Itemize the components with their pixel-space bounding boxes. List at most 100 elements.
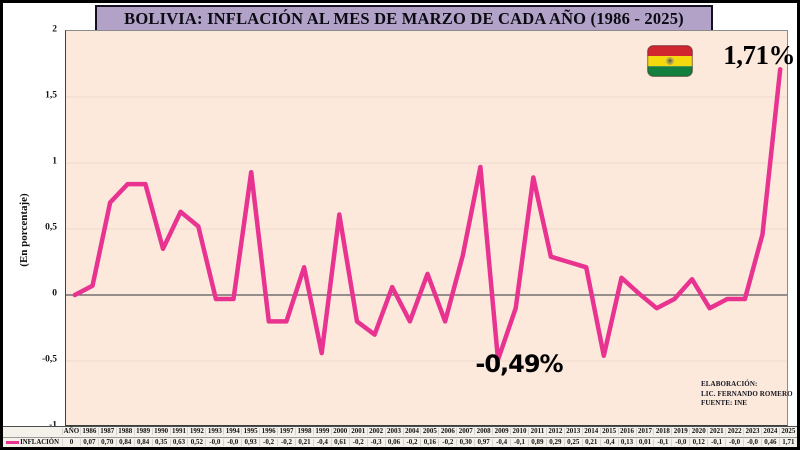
- y-axis-label: (En porcentaje): [18, 193, 30, 267]
- inflation-cell: 0,70: [97, 438, 116, 446]
- year-cell: 1996: [259, 428, 277, 436]
- inflation-cell: 0,30: [456, 438, 474, 446]
- inflation-cell: -0,2: [348, 438, 367, 446]
- inflation-cell: 0,07: [79, 438, 98, 446]
- year-cell: 1986: [79, 428, 98, 436]
- year-cell: 2000: [330, 428, 349, 436]
- inflation-cell: 0,21: [294, 438, 313, 446]
- inflation-cell: 0,29: [545, 438, 564, 446]
- data-table: AÑO 1986 1987 1988 1989 1990 1991 1992 1993 1994 1…: [3, 426, 797, 447]
- year-cell: 2021: [707, 428, 725, 436]
- inflation-cell: 0,21: [581, 438, 600, 446]
- y-tick-label: 1: [52, 156, 57, 167]
- year-cell: 1991: [169, 428, 188, 436]
- inflation-cell: 0,16: [420, 438, 438, 446]
- y-axis-ticks: 2 1,5 1 0,5 0 -0,5 -1: [31, 3, 61, 447]
- inflation-row: INFLACIÓN 0 0,07 0,70 0,84 0,84 0,35 0,63 0,52-…: [3, 436, 797, 448]
- year-cell: 2020: [689, 428, 707, 436]
- inflation-cell: -0,0: [223, 438, 241, 446]
- legend-series-label: INFLACIÓN: [20, 438, 59, 446]
- year-cell: 2005: [420, 428, 438, 436]
- inflation-series-line: [72, 67, 783, 362]
- year-cell: 2009: [492, 428, 510, 436]
- inflation-cell: 0,61: [330, 438, 349, 446]
- year-cell: 1987: [97, 428, 116, 436]
- year-cell: 1993: [205, 428, 223, 436]
- year-cell: 2017: [635, 428, 654, 436]
- year-cell: 2022: [725, 428, 743, 436]
- inflation-cell: -0,0: [743, 438, 761, 446]
- year-cell: 2019: [671, 428, 689, 436]
- year-row: AÑO 1986 1987 1988 1989 1990 1991 1992 1993 1994 1…: [3, 427, 797, 437]
- year-cell: 1989: [133, 428, 152, 436]
- year-cell: 1992: [187, 428, 205, 436]
- inflation-cell: -0,3: [366, 438, 385, 446]
- y-tick-label: 1,5: [45, 90, 57, 101]
- y-tick-label: -1: [31, 421, 61, 431]
- year-cell: 2013: [563, 428, 582, 436]
- inflation-cell: -0,0: [725, 438, 743, 446]
- inflation-cell: -0,1: [653, 438, 671, 446]
- inflation-cell: 0,35: [151, 438, 170, 446]
- chart-title: BOLIVIA: INFLACIÓN AL MES DE MARZO DE CA…: [95, 5, 713, 32]
- inflation-cell: 0: [62, 438, 80, 446]
- year-cell: 2012: [545, 428, 564, 436]
- year-cell: 1988: [115, 428, 134, 436]
- year-cell: 2007: [456, 428, 474, 436]
- max-value-annotation: 1,71%: [723, 40, 795, 70]
- inflation-cell: -0,2: [438, 438, 456, 446]
- y-tick-label: 0: [52, 288, 57, 299]
- credit-author: LIC. FERNANDO ROMERO: [701, 389, 793, 398]
- year-cell: 2002: [366, 428, 385, 436]
- y-tick-label: 2: [52, 24, 57, 35]
- inflation-cell: 0,97: [474, 438, 492, 446]
- inflation-cell: 0,46: [760, 438, 779, 446]
- year-cell: 2018: [653, 428, 671, 436]
- inflation-cell: -0,2: [402, 438, 421, 446]
- credits-block: ELABORACIÓN: LIC. FERNANDO ROMERO FUENTE…: [701, 380, 796, 409]
- legend-line-icon: [6, 441, 20, 444]
- inflation-cell: -0,4: [492, 438, 510, 446]
- inflation-cell: 0,01: [635, 438, 654, 446]
- inflation-cell: 0,93: [241, 438, 259, 446]
- year-cell: 2010: [510, 428, 528, 436]
- inflation-cell: 0,52: [187, 438, 205, 446]
- credit-elaboracion: ELABORACIÓN:: [701, 380, 758, 388]
- year-cell: 2025: [778, 428, 797, 436]
- inflation-cell: 0,06: [384, 438, 403, 446]
- year-cell: 2023: [743, 428, 761, 436]
- inflation-cell: -0,0: [205, 438, 223, 446]
- year-cell: 1990: [151, 428, 170, 436]
- inflation-cell: -0,1: [707, 438, 725, 446]
- inflation-cell: 0,25: [563, 438, 582, 446]
- inflation-cell: -0,2: [259, 438, 277, 446]
- inflation-line-chart: [65, 30, 788, 426]
- year-cell: 1997: [277, 428, 295, 436]
- year-cell: 1999: [312, 428, 331, 436]
- year-cell: 2014: [581, 428, 600, 436]
- inflation-cell: -0,0: [671, 438, 689, 446]
- inflation-cell: 0,13: [617, 438, 636, 446]
- year-cell: 2024: [760, 428, 779, 436]
- year-cell: 2011: [527, 428, 546, 436]
- inflation-cell: 0,89: [527, 438, 546, 446]
- inflation-cell: 1,71: [778, 438, 797, 446]
- year-cell: 1994: [223, 428, 241, 436]
- year-cell: 2003: [384, 428, 403, 436]
- year-cell: 1998: [294, 428, 313, 436]
- year-cell: 2004: [402, 428, 421, 436]
- inflation-cell: -0,4: [599, 438, 618, 446]
- inflation-row-header: INFLACIÓN: [3, 439, 62, 446]
- year-cell: 2008: [474, 428, 492, 436]
- bolivia-flag-icon: [647, 45, 693, 77]
- credit-source: FUENTE: INE: [701, 399, 748, 407]
- year-cell: 2001: [348, 428, 367, 436]
- year-cell: 2016: [617, 428, 636, 436]
- min-value-annotation: -0,49%: [475, 350, 563, 378]
- inflation-cell: -0,1: [510, 438, 528, 446]
- inflation-cell: 0,63: [169, 438, 188, 446]
- y-tick-label: -0,5: [41, 354, 57, 365]
- inflation-cell: -0,2: [277, 438, 295, 446]
- year-cell: 1995: [241, 428, 259, 436]
